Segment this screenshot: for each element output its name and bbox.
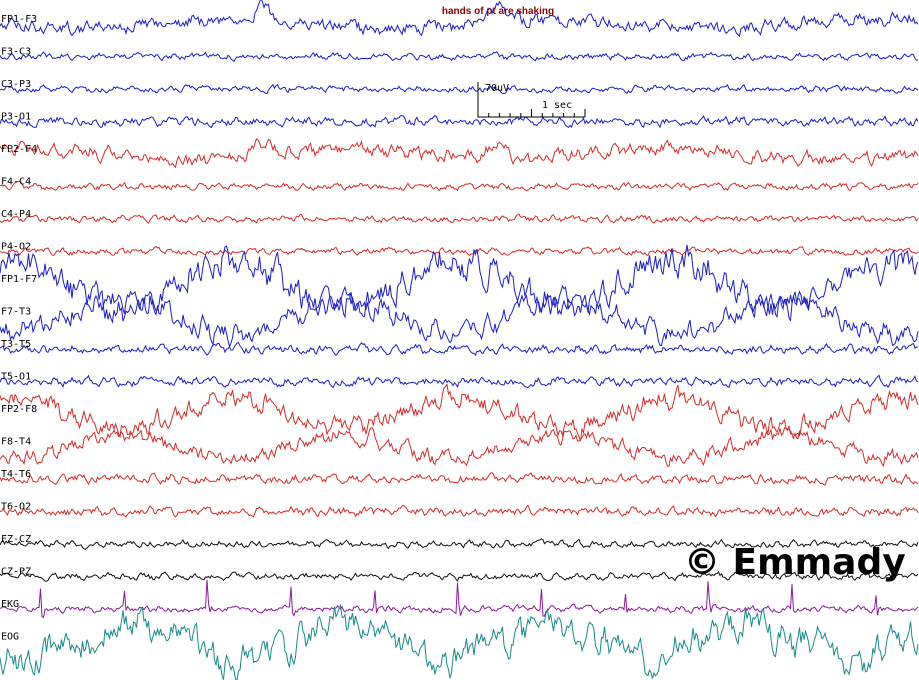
trace-cz-pz	[0, 570, 919, 582]
channel-label-c3-p3: C3-P3	[1, 79, 31, 90]
channel-label-f7-t3: F7-T3	[1, 307, 31, 318]
channel-label-fp1-f3: FP1-F3	[1, 14, 37, 25]
channel-label-p4-o2: P4-O2	[1, 242, 31, 253]
channel-label-f8-t4: F8-T4	[1, 437, 31, 448]
annotation-text: hands of pt are shaking	[442, 6, 554, 17]
scale-time-label: 1 sec	[542, 100, 572, 111]
channel-label-c4-p4: C4-P4	[1, 209, 31, 220]
trace-f8-t4	[0, 427, 919, 468]
channel-label-f3-c3: F3-C3	[1, 47, 31, 58]
trace-fp1-f7	[0, 244, 919, 324]
channel-label-fp2-f4: FP2-F4	[1, 144, 37, 155]
scale-bar: 70uV 1 sec	[477, 82, 586, 118]
trace-c3-p3	[0, 83, 919, 95]
channel-label-t4-t6: T4-T6	[1, 469, 31, 480]
channel-label-f4-c4: F4-C4	[1, 177, 31, 188]
channel-label-eog: EOG	[1, 632, 19, 643]
trace-ekg	[0, 579, 919, 619]
trace-p4-o2	[0, 245, 919, 257]
channel-label-ekg: EKG	[1, 599, 19, 610]
trace-c4-p4	[0, 213, 919, 224]
labels-group: FP1-F3 F3-C3 C3-P3 P3-O1 FP2-F4 F4-C4 C4-P4 P4-…	[1, 14, 37, 643]
channel-label-cz-pz: CZ-PZ	[1, 567, 31, 578]
trace-t6-o2	[0, 504, 919, 518]
channel-label-t3-t5: T3-T5	[1, 339, 31, 350]
channel-label-fz-cz: FZ-CZ	[1, 534, 31, 545]
trace-t4-t6	[0, 471, 919, 486]
channel-label-p3-o1: P3-O1	[1, 112, 31, 123]
watermark-text: © Emmady	[684, 542, 906, 583]
channel-label-t6-o2: T6-O2	[1, 502, 31, 513]
trace-f7-t3	[0, 284, 919, 349]
trace-f3-c3	[0, 51, 919, 63]
channel-label-fp1-f7: FP1-F7	[1, 274, 37, 285]
scale-ticks	[477, 109, 586, 117]
trace-t5-o1	[0, 374, 919, 389]
trace-fp2-f4	[0, 138, 919, 169]
scale-amplitude-label: 70uV	[485, 83, 509, 94]
trace-eog	[0, 603, 919, 680]
channel-label-fp2-f8: FP2-F8	[1, 404, 37, 415]
trace-fp2-f8	[0, 383, 919, 441]
trace-p3-o1	[0, 114, 919, 129]
trace-f4-c4	[0, 180, 919, 192]
trace-fz-cz	[0, 538, 919, 550]
trace-fp1-f3	[0, 0, 919, 38]
channel-label-t5-o1: T5-O1	[1, 372, 31, 383]
trace-t3-t5	[0, 341, 918, 357]
